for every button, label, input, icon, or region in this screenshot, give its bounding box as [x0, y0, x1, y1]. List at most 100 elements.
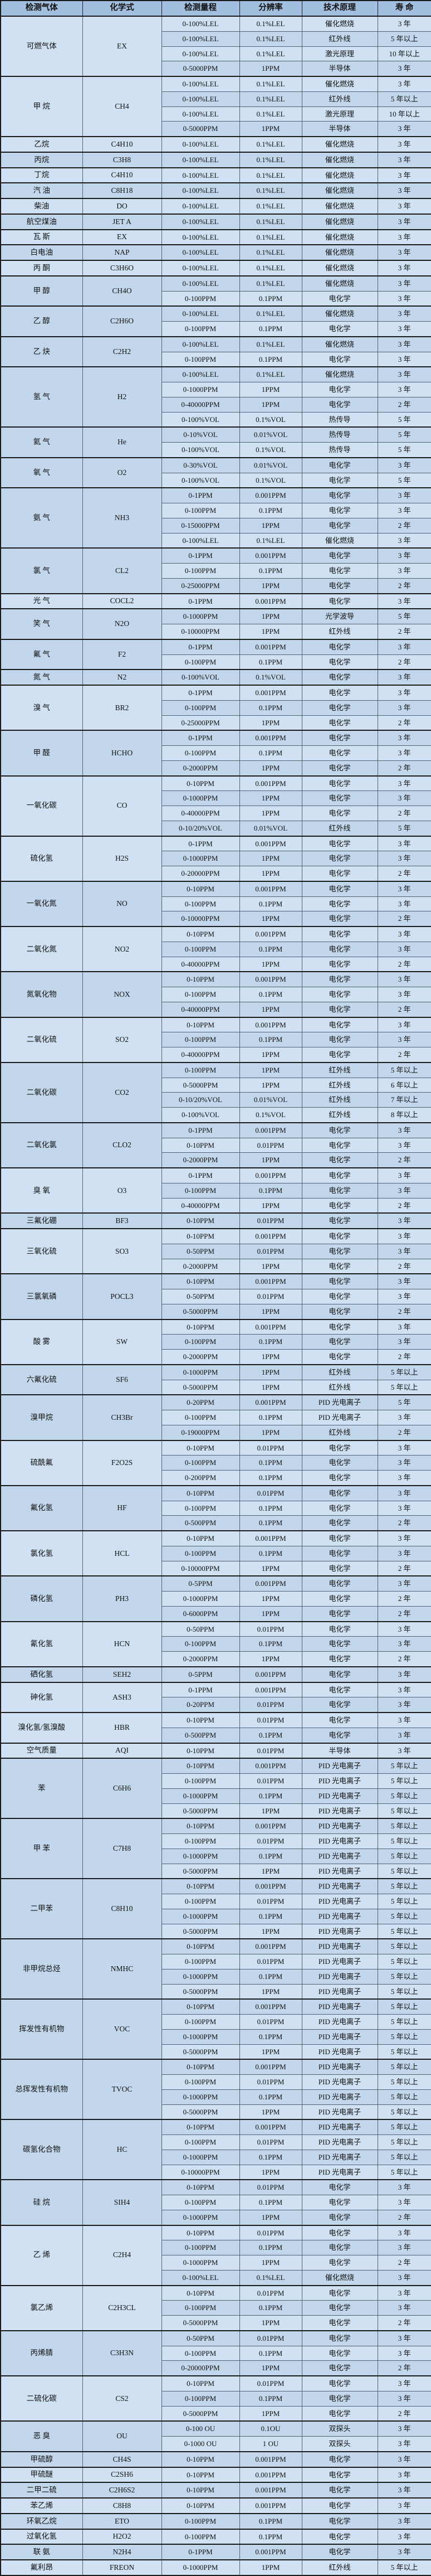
resolution-cell: 0.001PPM — [239, 638, 302, 655]
table-row: 氯化氢 HCL 0-10PPM 0.001PPM 电化学 3 年 — [0, 1530, 431, 1576]
resolution-cell: 1PPM — [239, 1061, 302, 1078]
table-row: 丙烷 C3H8 0-100%LEL 0.1%LEL 催化燃烧 3 年 — [0, 151, 431, 168]
resolution-cell: 0.1%LEL — [239, 182, 302, 199]
formula-cell: C6H6 — [82, 1758, 162, 1819]
range-cell: 0-10000PPM — [161, 623, 240, 640]
table-row: 二氧化氮 NO2 0-10PPM 0.001PPM 电化学 3 年 — [0, 925, 431, 972]
range-cell: 0-1000PPM — [161, 608, 240, 625]
table-row: 柴油 DO 0-100%LEL 0.1%LEL 催化燃烧 3 年 — [0, 198, 431, 215]
resolution-cell: 0.1PPM — [239, 1469, 302, 1486]
range-cell: 0-1000PPM — [161, 2149, 240, 2165]
resolution-cell: 0.1PPM — [239, 896, 302, 912]
table-row: 氧 气 O2 0-30%VOL 0.01%VOL 电化学 3 年 — [0, 457, 431, 488]
range-cell: 0-100%VOL — [161, 1107, 240, 1123]
range-cell: 0-5000PPM — [161, 121, 240, 137]
range-cell: 0-100PPM — [161, 1773, 240, 1789]
formula-cell: He — [82, 426, 162, 458]
gas-name-cell: 臭 氧 — [0, 1167, 83, 1214]
table-row: 氰化氢 HCN 0-50PPM 0.01PPM 电化学 3 年 — [0, 1621, 431, 1667]
lifespan-cell: 3 年 — [377, 229, 431, 245]
range-cell: 0-100%LEL — [161, 15, 240, 32]
lifespan-cell: 5 年以上 — [377, 2089, 431, 2105]
table-row: 乙 醇 C2H6O 0-100%LEL 0.1%LEL 催化燃烧 3 年 — [0, 305, 431, 337]
table-row: 0-100PPM 0.01PPM PID 光电离子 5 年以上 — [1, 1894, 431, 1909]
resolution-cell: 0.1%LEL — [239, 229, 302, 245]
resolution-cell: 0.1%LEL — [239, 260, 302, 276]
formula-cell: NH3 — [82, 487, 162, 549]
gas-name-cell: 环氧乙烷 — [0, 2512, 83, 2529]
principle-cell: 催化燃烧 — [301, 305, 378, 322]
table-row: 氢 气 H2 0-100%LEL 0.1%LEL 催化燃烧 3 年 — [0, 366, 431, 428]
formula-cell: C2H2 — [82, 336, 162, 367]
principle-cell: 电化学 — [301, 1289, 378, 1304]
lifespan-cell: 3 年 — [377, 1212, 431, 1229]
formula-cell: BF3 — [82, 1212, 162, 1229]
lifespan-cell: 3 年 — [377, 1167, 431, 1183]
principle-cell: 催化燃烧 — [301, 366, 378, 383]
resolution-cell: 0.1%LEL — [239, 336, 302, 352]
gas-name-cell: 二氧化硫 — [0, 1016, 83, 1063]
table-row: 0-2000PPM 1PPM 电化学 2 年 — [1, 1651, 431, 1667]
range-cell: 0-10PPM — [161, 1137, 240, 1153]
lifespan-cell: 5 年以上 — [377, 1938, 431, 1955]
resolution-cell: 0.01PPM — [239, 2179, 302, 2196]
table-row: 丙 酮 C3H6O 0-100%LEL 0.1%LEL 催化燃烧 3 年 — [0, 260, 431, 276]
resolution-cell: 0.1PPM — [239, 2240, 302, 2255]
range-cell: 0-100PPM — [161, 1833, 240, 1849]
principle-cell: 电化学 — [301, 503, 378, 518]
principle-cell: 电化学 — [301, 835, 378, 852]
principle-cell: 电化学 — [301, 880, 378, 897]
range-cell: 0-1PPM — [161, 835, 240, 852]
gas-name-cell: 瓦 斯 — [0, 229, 83, 245]
principle-cell: 红外线 — [301, 1107, 378, 1123]
table-row: 0-5000PPM 1PPM 红外线 5 年以上 — [1, 1379, 431, 1395]
range-cell: 0-100%LEL — [161, 151, 240, 168]
range-cell: 0-100PPM — [161, 654, 240, 670]
table-row: 0-1000PPM 1PPM 电化学 3 年 — [1, 851, 431, 866]
resolution-cell: 1PPM — [239, 61, 302, 77]
principle-cell: PID 光电离子 — [301, 1848, 378, 1864]
principle-cell: 半导体 — [301, 1742, 378, 1759]
principle-cell: 电化学 — [301, 578, 378, 594]
table-row: 0-100PPM 0.1PPM 电化学 2 年 — [1, 654, 431, 670]
principle-cell: PID 光电离子 — [301, 1938, 378, 1955]
principle-cell: 电化学 — [301, 2390, 378, 2407]
range-cell: 0-2000PPM — [161, 1348, 240, 1365]
table-row: 非甲烷总烃 NMHC 0-10PPM 0.001PPM PID 光电离子 5 年以上 — [0, 1938, 431, 2000]
range-cell: 0-40000PPM — [161, 1001, 240, 1018]
resolution-cell: 0.01PPM — [239, 1243, 302, 1259]
table-row: 0-100PPM 0.1PPM 电化学 3 年 — [1, 1455, 431, 1471]
resolution-cell: 0.01%VOL — [239, 1092, 302, 1108]
lifespan-cell: 5 年以上 — [377, 1923, 431, 1939]
resolution-cell: 0.1PPM — [239, 2528, 302, 2545]
gas-name-cell: 乙 烯 — [0, 2224, 83, 2286]
table-row: 0-100PPM 0.1PPM 电化学 3 年 — [1, 1182, 431, 1199]
lifespan-cell: 3 年 — [377, 121, 431, 137]
principle-cell: 电化学 — [301, 2466, 378, 2483]
lifespan-cell: 3 年 — [377, 593, 431, 609]
table-row: 0-100PPM 0.1PPM 电化学 3 年 — [1, 503, 431, 518]
formula-cell: BR2 — [82, 684, 162, 731]
principle-cell: 电化学 — [301, 472, 378, 488]
lifespan-cell: 3 年 — [377, 1273, 431, 1290]
gas-name-cell: 溴甲烷 — [0, 1394, 83, 1441]
formula-cell: DO — [82, 198, 162, 215]
table-row: 0-100PPM 0.1PPM 电化学 3 年 — [1, 700, 431, 716]
range-cell: 0-100%VOL — [161, 411, 240, 428]
principle-cell: 催化燃烧 — [301, 182, 378, 199]
resolution-cell: 0.1%VOL — [239, 472, 302, 488]
lifespan-cell: 2 年 — [377, 1152, 431, 1168]
formula-cell: SO3 — [82, 1228, 162, 1274]
table-row: 0-5000PPM 1PPM PID 光电离子 5 年以上 — [1, 2104, 431, 2120]
range-cell: 0-100PPM — [161, 1545, 240, 1561]
principle-cell: 电化学 — [301, 563, 378, 579]
principle-cell: PID 光电离子 — [301, 1908, 378, 1924]
range-cell: 0-100%VOL — [161, 442, 240, 458]
lifespan-cell: 5 年以上 — [377, 2029, 431, 2045]
principle-cell: 电化学 — [301, 1711, 378, 1728]
range-cell: 0-100PPM — [161, 2240, 240, 2255]
formula-cell: SO2 — [82, 1016, 162, 1063]
table-row: 硒化氢 SEH2 0-5PPM 0.001PPM 电化学 3 年 — [0, 1666, 431, 1682]
formula-cell: C2H6S2 — [82, 2482, 162, 2499]
principle-cell: PID 光电离子 — [301, 1968, 378, 1985]
